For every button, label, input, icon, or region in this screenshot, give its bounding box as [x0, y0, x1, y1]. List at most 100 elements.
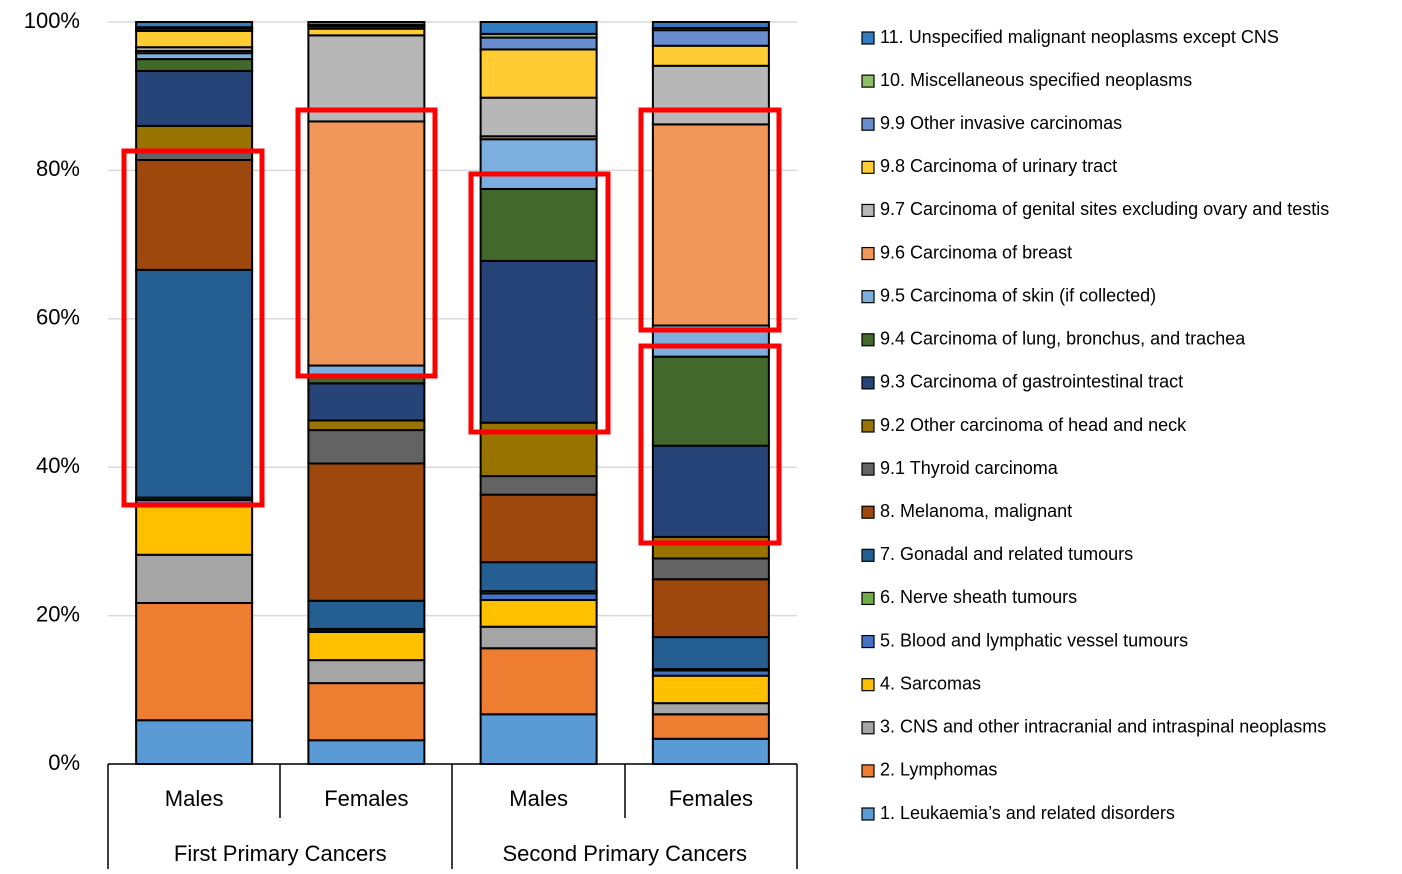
legend-swatch [861, 203, 875, 218]
bar-segment [307, 419, 426, 432]
legend-swatch [861, 591, 875, 606]
highlight-box [295, 107, 438, 379]
legend-swatch [861, 246, 875, 261]
bar-segment [307, 599, 426, 630]
bar-segment [479, 187, 598, 262]
bar-segment [651, 713, 770, 740]
bar-segment [479, 647, 598, 716]
legend-label: 2. Lymphomas [880, 760, 997, 780]
bar-segment [307, 27, 426, 37]
bar-segment [135, 553, 254, 604]
legend-label: 7. Gonadal and related tumours [880, 544, 1133, 564]
bar-segment [651, 737, 770, 765]
bar-segment [307, 21, 426, 26]
bar-segment [479, 592, 598, 602]
legend-label: 5. Blood and lymphatic vessel tumours [880, 630, 1188, 650]
legend-swatch [861, 462, 875, 476]
legend-swatch [861, 505, 875, 519]
x-tick-label: Males [165, 786, 224, 811]
legend-label: 9.1 Thyroid carcinoma [880, 458, 1059, 478]
bar-segment [479, 259, 598, 424]
legend-label: 3. CNS and other intracranial and intras… [880, 717, 1326, 737]
bar-segment [479, 493, 598, 564]
group-label: First Primary Cancers [174, 841, 387, 866]
bar-segment [651, 29, 770, 47]
bar-segment [651, 44, 770, 67]
legend-swatch [861, 634, 875, 649]
legend-swatch [861, 160, 875, 174]
bar-segment [135, 719, 254, 765]
bar-segment [135, 124, 254, 153]
y-tick-label: 100% [24, 8, 80, 33]
legend-swatch [861, 764, 875, 778]
bar-segment [651, 535, 770, 560]
legend-swatch [861, 74, 875, 88]
legend-label: 9.8 Carcinoma of urinary tract [880, 156, 1117, 176]
bar-segment [479, 475, 598, 496]
y-tick-label: 60% [36, 305, 80, 330]
legend-swatch [861, 807, 875, 821]
bar-segment [651, 636, 770, 671]
bar-segment [479, 96, 598, 138]
highlight-box [121, 148, 265, 508]
highlight-box [638, 107, 782, 333]
bar-segment [135, 601, 254, 722]
legend-label: 8. Melanoma, malignant [880, 501, 1072, 521]
bar-segment [307, 739, 426, 765]
legend-label: 4. Sarcomas [880, 673, 981, 693]
group-label: Second Primary Cancers [502, 841, 747, 866]
legend-swatch [861, 31, 875, 45]
bar-segment [307, 659, 426, 685]
x-tick-label: Females [669, 786, 753, 811]
bar-segment [135, 268, 254, 499]
x-tick-label: Females [324, 786, 408, 811]
bars [135, 21, 770, 766]
legend-swatch [861, 678, 875, 692]
bar-segment [651, 578, 770, 639]
bar-segment [135, 21, 254, 29]
bar-segment [307, 382, 426, 422]
bar-segment [651, 21, 770, 29]
highlights [121, 107, 782, 546]
bar-segment [135, 58, 254, 72]
bar-segment [651, 123, 770, 327]
bar-segment [479, 625, 598, 650]
bar-segment [479, 36, 598, 51]
legend-swatch [861, 548, 875, 562]
highlight-box [638, 343, 782, 546]
bar-segment [479, 561, 598, 593]
legend-swatch [861, 376, 875, 390]
y-tick-label: 80% [36, 156, 80, 181]
bar-segment [479, 599, 598, 628]
legend-label: 9.2 Other carcinoma of head and neck [880, 415, 1187, 435]
legend-swatch [861, 117, 875, 131]
bar-segment [479, 21, 598, 35]
legend-swatch [861, 419, 875, 433]
legend-swatch [861, 721, 875, 735]
legend-label: 9.7 Carcinoma of genital sites excluding… [880, 199, 1329, 219]
bar-segment [307, 429, 426, 465]
legend-label: 9.5 Carcinoma of skin (if collected) [880, 285, 1156, 305]
bar-segment [651, 355, 770, 447]
legend-label: 9.6 Carcinoma of breast [880, 242, 1072, 262]
highlight-box [468, 171, 611, 435]
bar-segment [307, 462, 426, 602]
bar-segment [135, 503, 254, 556]
bar-segment [307, 34, 426, 123]
legend-label: 11. Unspecified malignant neoplasms exce… [880, 27, 1279, 47]
bar-segment [307, 120, 426, 367]
legend-swatch [861, 290, 875, 304]
legend-swatch [861, 333, 875, 347]
legend-label: 10. Miscellaneous specified neoplasms [880, 70, 1192, 90]
x-tick-label: Males [509, 786, 568, 811]
bar-segment [135, 159, 254, 271]
bar-segment [135, 29, 254, 49]
legend-label: 1. Leukaemia’s and related disorders [880, 803, 1175, 823]
legend-label: 9.3 Carcinoma of gastrointestinal tract [880, 372, 1183, 392]
bar-segment [651, 64, 770, 126]
legend-label: 6. Nerve sheath tumours [880, 587, 1077, 607]
legend-label: 9.4 Carcinoma of lung, bronchus, and tra… [880, 329, 1246, 349]
bar-segment [479, 138, 598, 190]
bar-segment [307, 630, 426, 662]
